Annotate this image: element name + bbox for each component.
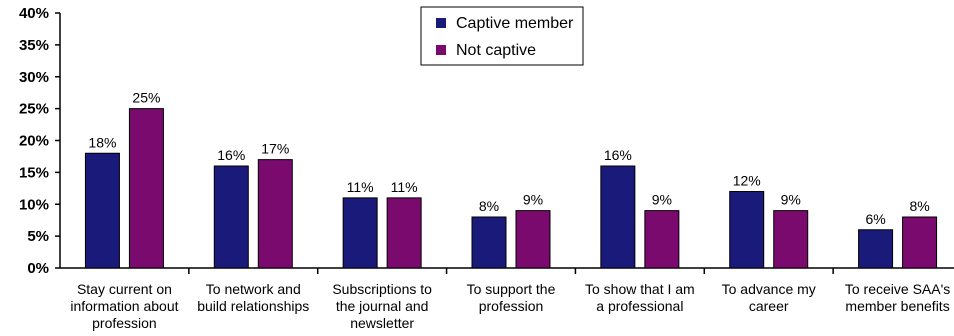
x-category-label: member benefits <box>845 298 949 314</box>
legend-swatch <box>436 45 446 55</box>
bar <box>84 152 120 269</box>
data-label: 12% <box>733 173 761 189</box>
y-tick-label: 0% <box>27 260 49 277</box>
legend-label: Captive member <box>456 15 574 32</box>
bar <box>600 165 636 269</box>
x-category-label: To advance my <box>722 281 816 297</box>
data-label: 9% <box>781 192 801 208</box>
data-label: 9% <box>523 192 543 208</box>
x-category-label: To show that I am <box>585 281 695 297</box>
legend: Captive member Not captive <box>420 6 584 66</box>
bar <box>213 165 249 269</box>
legend-swatch <box>436 18 446 28</box>
bar <box>902 216 938 269</box>
bar <box>257 159 293 269</box>
bar <box>386 197 422 269</box>
x-category-label: information about <box>70 298 178 314</box>
y-tick-label: 30% <box>19 69 49 86</box>
y-tick-label: 20% <box>19 133 49 150</box>
x-category-label: career <box>749 298 789 314</box>
y-tick-label: 10% <box>19 196 49 213</box>
x-category-label: Subscriptions to <box>332 281 432 297</box>
bar <box>773 210 809 269</box>
x-category-label: a professional <box>596 298 683 314</box>
data-label: 8% <box>479 198 499 214</box>
x-category-label: build relationships <box>197 298 309 314</box>
bar <box>471 216 507 269</box>
x-category-label: Stay current on <box>77 281 172 297</box>
data-label: 11% <box>391 179 418 195</box>
y-tick-label: 15% <box>19 164 49 181</box>
data-label: 16% <box>604 147 632 163</box>
y-tick-label: 25% <box>19 101 49 118</box>
x-category-label: To network and <box>206 281 301 297</box>
bar <box>644 210 680 269</box>
data-label: 25% <box>132 90 160 106</box>
y-tick-label: 35% <box>19 37 49 54</box>
x-category-label: profession <box>479 298 544 314</box>
bar <box>515 210 551 269</box>
bar <box>729 191 765 269</box>
y-tick-label: 5% <box>27 228 49 245</box>
data-label: 6% <box>865 211 885 227</box>
data-label: 8% <box>909 198 929 214</box>
x-category-label: the journal and <box>336 298 429 314</box>
data-label: 18% <box>88 134 116 150</box>
data-label: 11% <box>347 179 374 195</box>
bar <box>342 197 378 269</box>
x-category-label: profession <box>92 315 157 331</box>
bar <box>128 108 164 269</box>
data-label: 16% <box>217 147 245 163</box>
data-label: 9% <box>652 192 672 208</box>
x-category-label: To receive SAA's <box>845 281 950 297</box>
legend-label: Not captive <box>456 42 536 59</box>
data-label: 17% <box>261 141 289 157</box>
x-category-label: To support the <box>467 281 556 297</box>
legend-box <box>420 6 584 66</box>
y-tick-label: 40% <box>19 5 49 22</box>
bar <box>858 229 894 269</box>
x-category-label: newsletter <box>350 315 414 331</box>
